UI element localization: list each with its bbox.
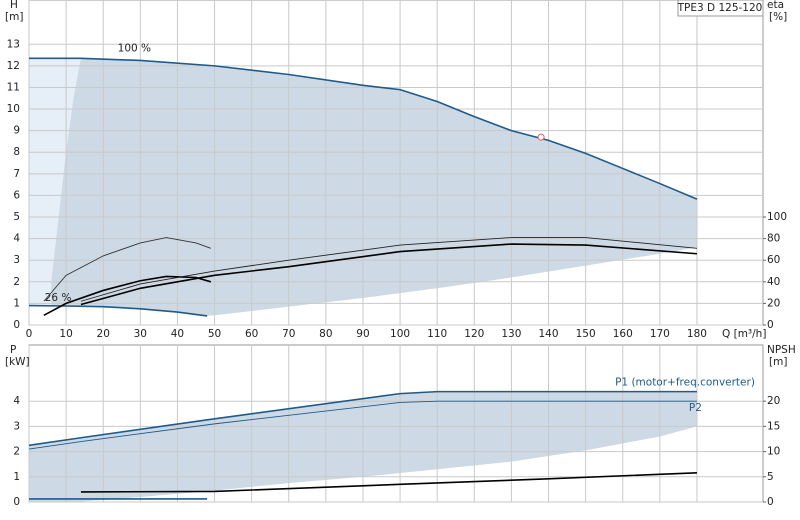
y-tick-label: 10 bbox=[7, 103, 20, 115]
series-label: 100 % bbox=[118, 42, 151, 54]
y2-tick-label: 20 bbox=[767, 297, 780, 309]
y-tick-label: 1 bbox=[13, 297, 20, 309]
y-tick-label: 8 bbox=[13, 146, 20, 158]
y-tick-label: 12 bbox=[7, 60, 20, 72]
curve bbox=[80, 237, 697, 302]
x-tick-label: 90 bbox=[356, 328, 369, 340]
x-tick-label: 60 bbox=[245, 328, 258, 340]
series-label: P2 bbox=[689, 402, 702, 414]
curve bbox=[28, 390, 697, 447]
y-tick-label: 2 bbox=[13, 276, 20, 288]
y2-tick-label: 5 bbox=[767, 471, 774, 483]
y-tick-label: 4 bbox=[13, 395, 20, 407]
x-tick-label: 130 bbox=[501, 328, 521, 340]
operating-area bbox=[51, 58, 697, 316]
y2-tick-label: 40 bbox=[767, 276, 780, 288]
y-tick-label: 1 bbox=[13, 471, 20, 483]
x-tick-label: 140 bbox=[538, 328, 558, 340]
x-tick-label: 110 bbox=[427, 328, 447, 340]
x-tick-label: 0 bbox=[26, 328, 33, 340]
y-axis-label: H bbox=[10, 0, 18, 11]
x-tick-label: 170 bbox=[650, 328, 670, 340]
y-tick-label: 0 bbox=[13, 319, 20, 331]
x-axis-label: Q [m³/h] bbox=[722, 328, 766, 340]
y-tick-label: 3 bbox=[13, 254, 20, 266]
title-box bbox=[677, 0, 764, 17]
y-axis-unit: [kW] bbox=[5, 356, 30, 368]
x-tick-label: 180 bbox=[687, 328, 707, 340]
y2-axis-label: NPSH bbox=[767, 344, 796, 356]
curve bbox=[29, 57, 698, 200]
y2-tick-label: 10 bbox=[767, 446, 780, 458]
x-tick-label: 10 bbox=[59, 328, 72, 340]
y2-tick-label: 0 bbox=[767, 319, 774, 331]
series-label: 26 % bbox=[45, 292, 72, 304]
y2-tick-label: 0 bbox=[767, 496, 774, 508]
y-axis-label: P bbox=[10, 344, 16, 356]
chart-title: TPE3 D 125-120 bbox=[677, 2, 763, 14]
duty-point bbox=[537, 133, 545, 141]
x-tick-label: 70 bbox=[282, 328, 295, 340]
y-tick-label: 5 bbox=[13, 211, 20, 223]
y2-tick-label: 100 bbox=[767, 211, 787, 223]
series-label: P1 (motor+freq.converter) bbox=[615, 377, 755, 389]
curve bbox=[43, 275, 212, 316]
x-tick-label: 50 bbox=[208, 328, 221, 340]
y-tick-label: 7 bbox=[13, 168, 20, 180]
x-tick-label: 20 bbox=[97, 328, 110, 340]
curve bbox=[43, 237, 211, 302]
y-axis-unit: [m] bbox=[5, 11, 23, 23]
y2-tick-label: 60 bbox=[767, 254, 780, 266]
curve bbox=[80, 243, 698, 306]
x-tick-label: 100 bbox=[390, 328, 410, 340]
y2-axis-unit: [%] bbox=[769, 11, 787, 23]
y-tick-label: 0 bbox=[13, 496, 20, 508]
y-tick-label: 3 bbox=[13, 420, 20, 432]
y-tick-label: 11 bbox=[7, 81, 20, 93]
y2-tick-label: 20 bbox=[767, 395, 780, 407]
curve bbox=[80, 471, 697, 493]
x-tick-label: 120 bbox=[464, 328, 484, 340]
y-tick-label: 4 bbox=[13, 233, 20, 245]
x-tick-label: 150 bbox=[576, 328, 596, 340]
x-tick-label: 160 bbox=[613, 328, 633, 340]
x-tick-label: 80 bbox=[319, 328, 332, 340]
y2-tick-label: 15 bbox=[767, 420, 780, 432]
y2-axis-unit: [m] bbox=[769, 356, 787, 368]
y-tick-label: 13 bbox=[7, 38, 20, 50]
x-tick-label: 30 bbox=[134, 328, 147, 340]
curve bbox=[28, 400, 697, 450]
y2-axis-label: eta bbox=[767, 0, 784, 11]
x-tick-label: 40 bbox=[171, 328, 184, 340]
y2-tick-label: 80 bbox=[767, 233, 780, 245]
y-tick-label: 6 bbox=[13, 189, 20, 201]
y-tick-label: 2 bbox=[13, 446, 20, 458]
y-tick-label: 9 bbox=[13, 125, 20, 137]
